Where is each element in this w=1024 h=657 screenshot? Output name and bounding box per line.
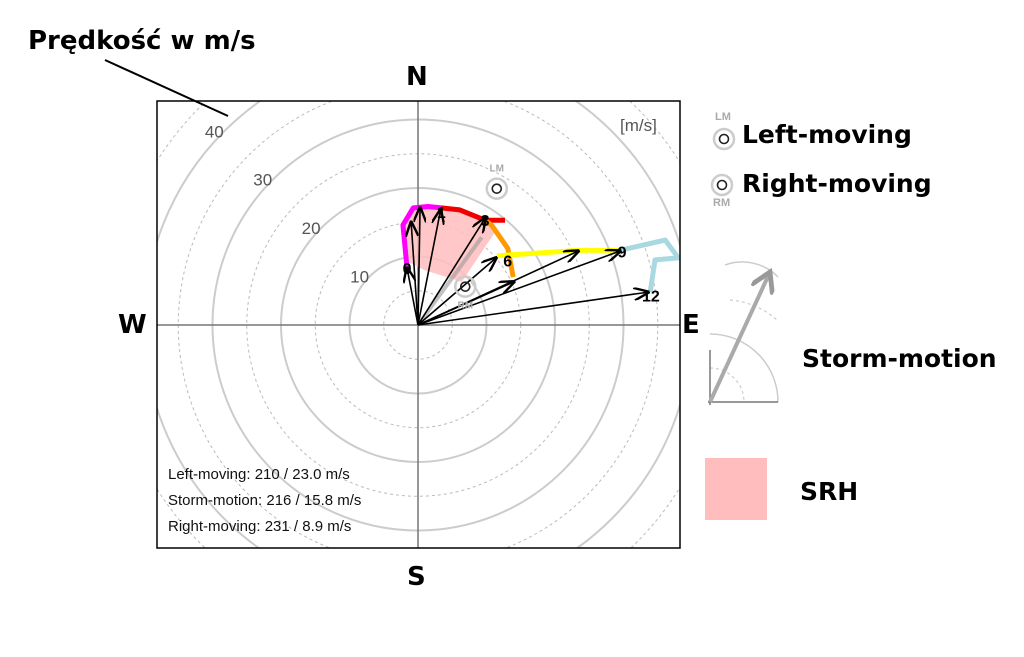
legend-marker-halo <box>710 173 734 197</box>
icon-ring <box>709 367 745 403</box>
storm-motion-arrow <box>416 236 484 327</box>
height-label: 9 <box>618 245 627 262</box>
annotation-pointer <box>104 59 229 117</box>
wind-vector <box>417 292 648 326</box>
wind-vector <box>411 222 419 326</box>
ring-label: 10 <box>350 268 369 287</box>
ring-label: 20 <box>302 219 321 238</box>
wind-vector <box>417 251 620 326</box>
wind-vector <box>418 208 420 326</box>
lm-tag: LM <box>490 164 504 175</box>
ring-label: 40 <box>205 122 224 141</box>
plot-frame <box>156 100 681 549</box>
hodograph-segment <box>483 218 516 278</box>
legend-rm-tag: RM <box>713 197 731 209</box>
units-label: [m/s] <box>620 116 657 135</box>
height-label: 6 <box>503 254 512 271</box>
srh-swatch <box>705 458 767 520</box>
hodograph-segment <box>619 237 680 293</box>
rm-tag: RM <box>457 301 473 312</box>
ring-label: 30 <box>253 171 272 190</box>
info-storm-motion: Storm-motion: 216 / 15.8 m/s <box>168 492 362 509</box>
legend-left-moving-marker <box>718 133 730 145</box>
legend-lm-tag: LM <box>715 111 731 123</box>
height-label: 12 <box>642 289 660 306</box>
height-label: 1 <box>437 205 446 222</box>
info-right-moving: Right-moving: 231 / 8.9 m/s <box>168 518 352 535</box>
legend-storm-motion: Storm-motion <box>802 344 997 373</box>
legend-right-moving: Right-moving <box>742 169 932 198</box>
legend-left-moving: Left-moving <box>742 120 912 149</box>
height-label: 0 <box>403 261 412 278</box>
compass-north: N <box>406 62 428 92</box>
compass-west: W <box>118 310 147 340</box>
info-box: Left-moving: 210 / 23.0 m/s Storm-motion… <box>168 462 361 540</box>
icon-arrow <box>708 272 770 403</box>
wind-vector <box>417 218 485 326</box>
left-moving-marker <box>491 183 503 194</box>
compass-east: E <box>682 310 700 340</box>
wind-vector <box>417 210 441 326</box>
icon-ring <box>709 333 779 403</box>
right-moving-marker <box>459 281 471 292</box>
hodograph-segment <box>400 203 442 269</box>
legend-right-moving-marker <box>716 179 728 191</box>
legend-srh: SRH <box>800 477 859 506</box>
compass-south: S <box>407 562 426 592</box>
speed-annotation: Prędkość w m/s <box>28 26 256 56</box>
left-moving-marker-halo <box>485 177 509 200</box>
storm-motion-icon <box>708 261 779 405</box>
height-label: 3 <box>481 213 490 230</box>
hodograph-segment <box>496 247 621 259</box>
plot-area: 10 20 30 40 0 1 3 6 9 12 LM RM <box>157 101 680 548</box>
right-moving-marker-halo <box>454 275 477 298</box>
wind-vector <box>417 251 578 326</box>
info-left-moving: Left-moving: 210 / 23.0 m/s <box>168 466 350 483</box>
wind-vector <box>407 268 419 326</box>
legend-marker-halo <box>712 127 736 151</box>
